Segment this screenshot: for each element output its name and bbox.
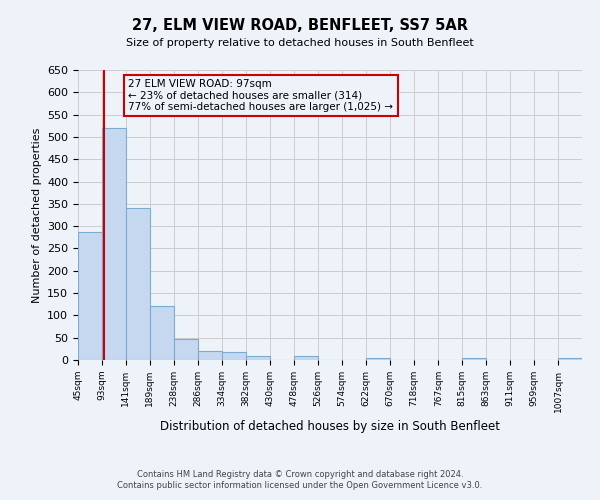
Bar: [558, 358, 582, 360]
Bar: [246, 356, 270, 360]
Bar: [294, 356, 318, 360]
Bar: [198, 351, 222, 360]
Bar: [366, 358, 390, 360]
Bar: [150, 306, 175, 360]
Text: Contains HM Land Registry data © Crown copyright and database right 2024.: Contains HM Land Registry data © Crown c…: [137, 470, 463, 479]
Bar: [222, 352, 246, 360]
Bar: [78, 232, 102, 360]
Bar: [102, 128, 126, 360]
Bar: [462, 358, 486, 360]
Text: 27, ELM VIEW ROAD, BENFLEET, SS7 5AR: 27, ELM VIEW ROAD, BENFLEET, SS7 5AR: [132, 18, 468, 32]
Y-axis label: Number of detached properties: Number of detached properties: [32, 128, 41, 302]
X-axis label: Distribution of detached houses by size in South Benfleet: Distribution of detached houses by size …: [160, 420, 500, 433]
Text: Contains public sector information licensed under the Open Government Licence v3: Contains public sector information licen…: [118, 481, 482, 490]
Bar: [126, 208, 150, 360]
Text: Size of property relative to detached houses in South Benfleet: Size of property relative to detached ho…: [126, 38, 474, 48]
Bar: [175, 338, 198, 360]
Text: 27 ELM VIEW ROAD: 97sqm
← 23% of detached houses are smaller (314)
77% of semi-d: 27 ELM VIEW ROAD: 97sqm ← 23% of detache…: [128, 78, 394, 112]
